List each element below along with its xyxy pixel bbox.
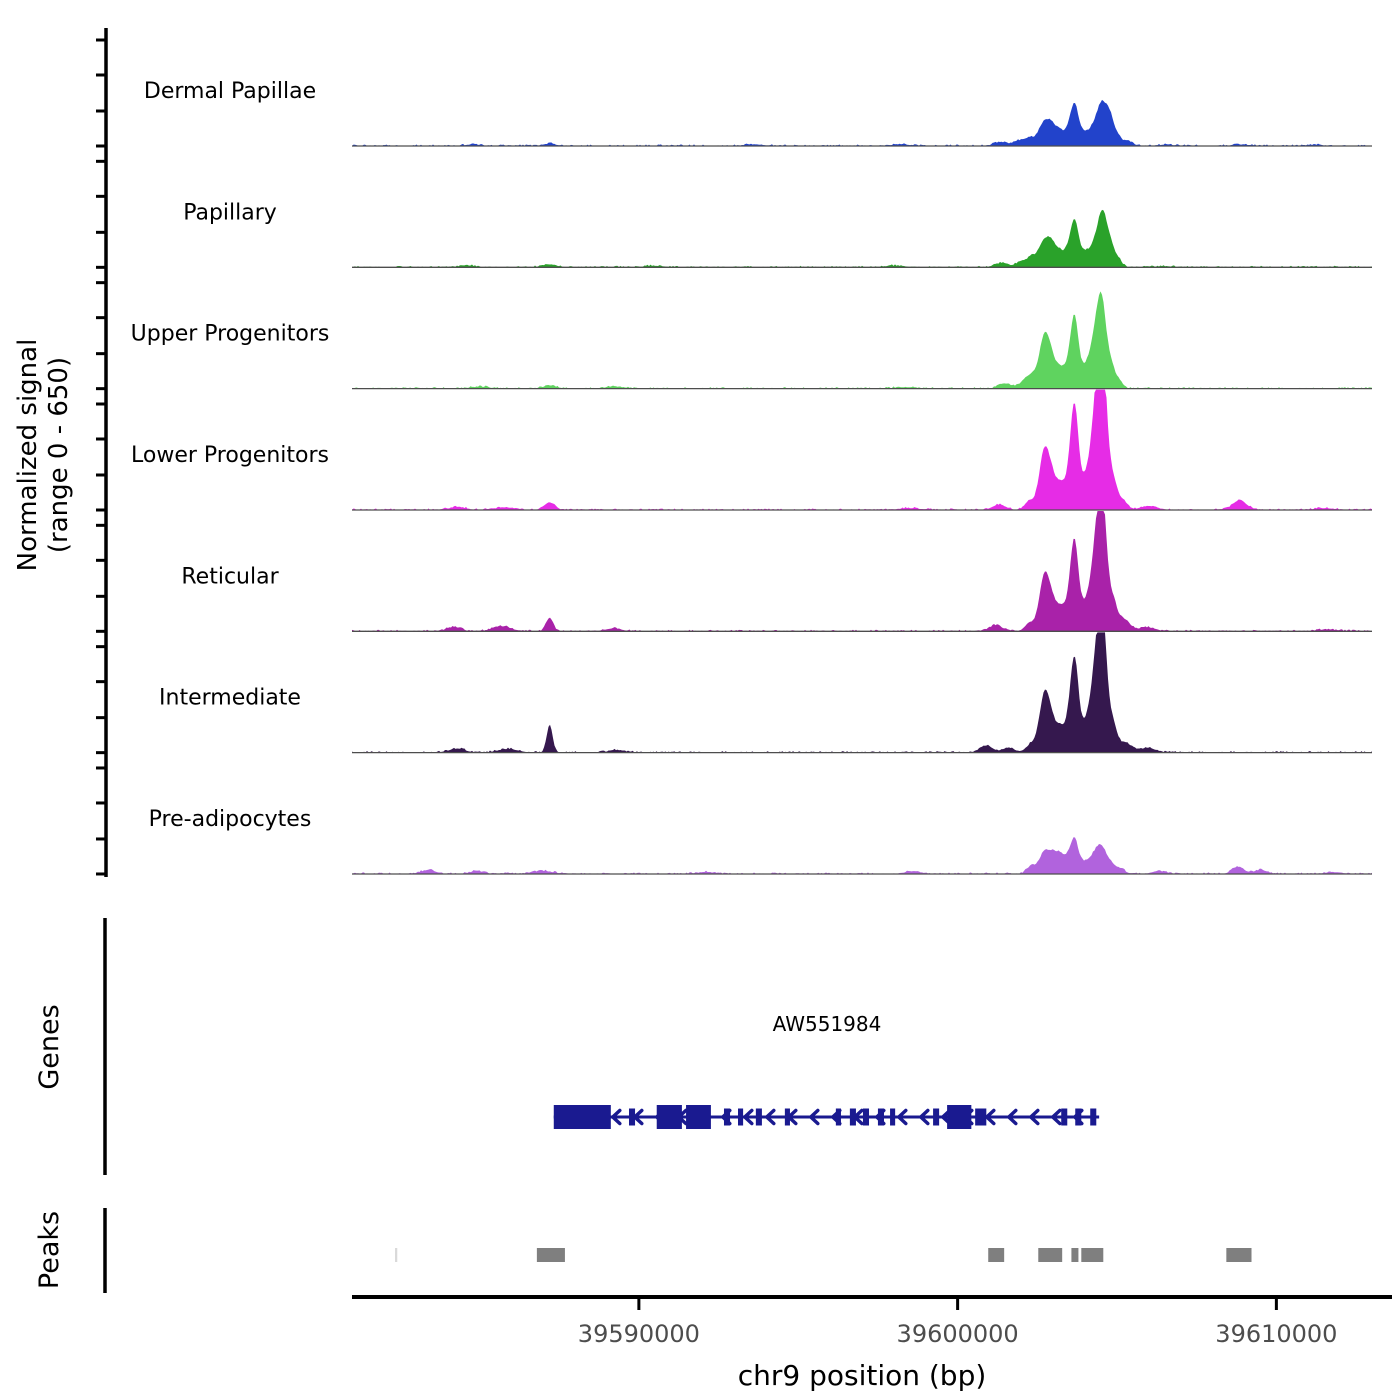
genes-section: Genes AW551984 bbox=[34, 918, 1100, 1175]
y-axis-label-line1: Normalized signal bbox=[13, 339, 43, 572]
peaks-section: Peaks bbox=[34, 1208, 1252, 1293]
signal-track-papillary: Papillary bbox=[183, 200, 1372, 268]
gene-strand-arrow bbox=[1051, 1108, 1062, 1126]
gene-exon-small bbox=[890, 1108, 896, 1126]
gene-strand-arrow bbox=[1029, 1108, 1040, 1126]
signal-area-dermal-papillae bbox=[352, 99, 1372, 146]
gene-exon-small bbox=[975, 1108, 987, 1126]
gene-strand-arrow bbox=[897, 1108, 908, 1126]
genes-section-label: Genes bbox=[34, 1004, 65, 1089]
signal-track-reticular: Reticular bbox=[181, 511, 1372, 632]
peak-box bbox=[1071, 1248, 1079, 1262]
track-label-dermal-papillae: Dermal Papillae bbox=[144, 79, 316, 104]
gene-exon-small bbox=[738, 1108, 744, 1126]
gene-exon-small bbox=[784, 1108, 790, 1126]
x-axis-ticks: 39590000 39600000 39610000 bbox=[578, 1297, 1337, 1348]
peak-box bbox=[1038, 1248, 1063, 1262]
gene-strand-arrow bbox=[611, 1108, 622, 1126]
peak-box bbox=[1081, 1248, 1104, 1262]
gene-exon-small bbox=[849, 1108, 856, 1126]
gene-exon-small bbox=[628, 1108, 636, 1126]
gene-exon-small bbox=[1090, 1108, 1097, 1126]
signal-tracks: Dermal Papillae Papillary Upper Progenitor… bbox=[131, 79, 1372, 875]
gene-exon-large bbox=[947, 1105, 972, 1129]
signal-track-dermal-papillae: Dermal Papillae bbox=[144, 79, 1372, 147]
gene-exon-large bbox=[553, 1105, 611, 1129]
peak-box bbox=[395, 1248, 398, 1262]
signal-area-papillary bbox=[352, 209, 1372, 268]
gene-exon-small bbox=[877, 1108, 884, 1126]
gene-strand-arrow bbox=[765, 1108, 776, 1126]
gene-exon-small bbox=[862, 1108, 870, 1126]
gene-exon-small bbox=[1075, 1108, 1082, 1126]
track-label-pre-adipocytes: Pre-adipocytes bbox=[149, 807, 312, 832]
gene-strand-arrow bbox=[1007, 1108, 1018, 1126]
gene-exon-small bbox=[835, 1108, 841, 1126]
gene-exon-large bbox=[656, 1105, 682, 1129]
gene-strand-arrow bbox=[809, 1108, 820, 1126]
x-axis-tick-label: 39610000 bbox=[1215, 1320, 1337, 1348]
gene-exon-small bbox=[1061, 1108, 1068, 1126]
signal-track-intermediate: Intermediate bbox=[159, 632, 1372, 754]
gene-strand-arrow bbox=[985, 1108, 996, 1126]
track-label-intermediate: Intermediate bbox=[159, 686, 301, 711]
signal-y-axis-ticks bbox=[96, 38, 107, 876]
gene-strand-arrow bbox=[743, 1108, 754, 1126]
track-label-papillary: Papillary bbox=[183, 200, 277, 225]
signal-area-reticular bbox=[352, 511, 1372, 632]
gene-strand-arrow bbox=[919, 1108, 930, 1126]
x-axis-title: chr9 position (bp) bbox=[738, 1359, 987, 1392]
signal-track-upper-progenitors: Upper Progenitors bbox=[131, 291, 1372, 390]
peaks-section-label: Peaks bbox=[34, 1211, 65, 1289]
peak-box bbox=[1226, 1248, 1252, 1262]
y-axis-label-line2: (range 0 - 650) bbox=[44, 357, 74, 553]
signal-area-intermediate bbox=[352, 632, 1372, 753]
x-axis-tick-label: 39590000 bbox=[578, 1320, 700, 1348]
gene-exon-small bbox=[723, 1108, 731, 1126]
gene-name: AW551984 bbox=[773, 1012, 882, 1036]
peak-boxes bbox=[395, 1248, 1252, 1262]
signal-y-axis: Normalized signal (range 0 - 650) bbox=[13, 28, 108, 877]
peak-box bbox=[988, 1248, 1005, 1262]
gene-model bbox=[553, 1105, 1100, 1129]
signal-track-pre-adipocytes: Pre-adipocytes bbox=[149, 807, 1372, 875]
signal-area-lower-progenitors bbox=[352, 389, 1372, 510]
peak-box bbox=[536, 1248, 565, 1262]
x-axis: 39590000 39600000 39610000 chr9 position (… bbox=[352, 1295, 1392, 1392]
signal-area-upper-progenitors bbox=[352, 291, 1372, 389]
x-axis-tick-label: 39600000 bbox=[897, 1320, 1019, 1348]
gene-exon-large bbox=[686, 1105, 711, 1129]
gene-exon-small bbox=[933, 1108, 940, 1126]
track-label-reticular: Reticular bbox=[181, 564, 279, 589]
signal-track-lower-progenitors: Lower Progenitors bbox=[131, 389, 1372, 511]
track-label-lower-progenitors: Lower Progenitors bbox=[131, 443, 329, 468]
signal-area-pre-adipocytes bbox=[352, 837, 1372, 874]
track-label-upper-progenitors: Upper Progenitors bbox=[131, 322, 330, 347]
gene-exon-small bbox=[755, 1108, 762, 1126]
